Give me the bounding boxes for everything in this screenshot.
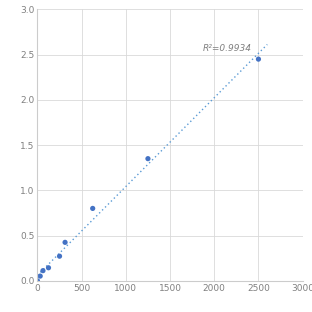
Point bbox=[63, 240, 68, 245]
Point bbox=[90, 206, 95, 211]
Point bbox=[41, 268, 46, 273]
Point bbox=[46, 265, 51, 270]
Text: R²=0.9934: R²=0.9934 bbox=[203, 44, 252, 53]
Point bbox=[38, 274, 43, 279]
Point bbox=[256, 57, 261, 62]
Point bbox=[57, 254, 62, 259]
Point bbox=[35, 278, 40, 283]
Point bbox=[145, 156, 150, 161]
